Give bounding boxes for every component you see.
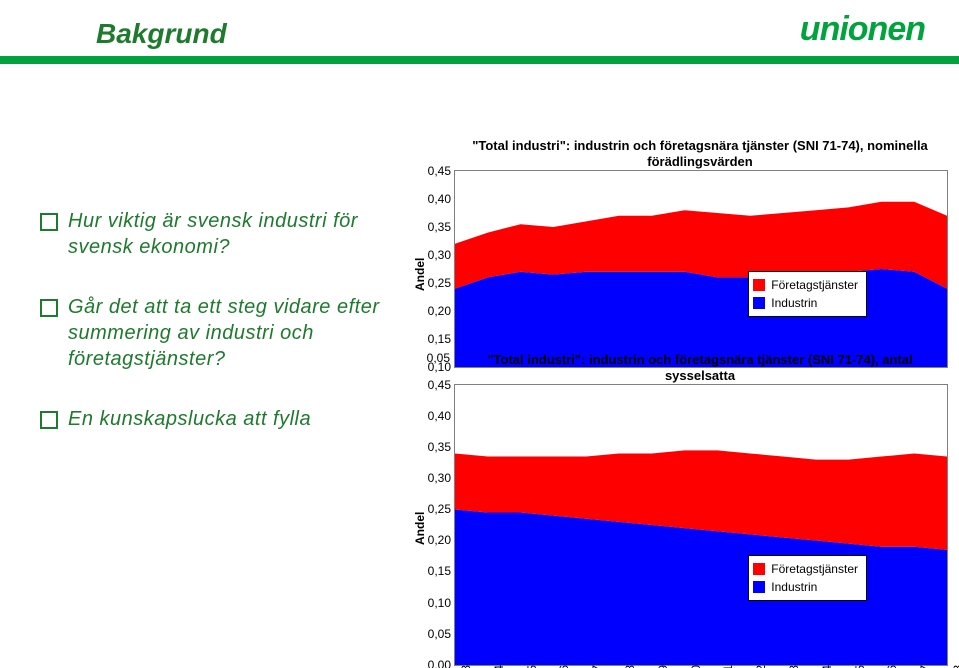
ytick-label: 0,05 <box>428 627 455 641</box>
ytick-label: 0,45 <box>428 378 455 392</box>
brand-logo: unionen <box>800 10 925 49</box>
legend-swatch-industrin <box>753 581 765 593</box>
bullet-1: Går det att ta ett steg vidare efter sum… <box>40 294 380 372</box>
legend-row-industrin: Industrin <box>753 578 858 596</box>
header-accent-bar <box>0 56 959 64</box>
legend-label: Industrin <box>771 578 817 596</box>
bullet-marker-icon <box>40 213 58 231</box>
upper-ylabel: Andel <box>413 258 427 291</box>
ytick-label: 0,40 <box>428 409 455 423</box>
bullet-text: En kunskapslucka att fylla <box>68 406 311 432</box>
ytick-label: 0,35 <box>428 220 455 234</box>
legend-swatch-foretagstjanster <box>753 563 765 575</box>
upper-chart: "Total industri": industrin och företags… <box>392 138 959 368</box>
ytick-label: 0,30 <box>428 471 455 485</box>
ytick-label: 0,45 <box>428 164 455 178</box>
legend-label: Industrin <box>771 294 817 312</box>
ytick-label: 0,15 <box>428 332 455 346</box>
upper-chart-title: "Total industri": industrin och företags… <box>454 138 946 170</box>
ytick-label: 0,40 <box>428 192 455 206</box>
ytick-label: 0,10 <box>428 596 455 610</box>
left-column: Hur viktig är svensk industri för svensk… <box>0 68 392 668</box>
right-column: "Total industri": industrin och företags… <box>392 68 959 668</box>
lower-ylabel: Andel <box>413 512 427 545</box>
lower-legend: Företagstjänster Industrin <box>748 555 867 601</box>
legend-row-industrin: Industrin <box>753 294 858 312</box>
ytick-label: 0,20 <box>428 304 455 318</box>
lower-chart-title: "Total industri": industrin och företags… <box>454 352 946 384</box>
ytick-label: 0,25 <box>428 276 455 290</box>
legend-swatch-foretagstjanster <box>753 279 765 291</box>
bullet-text: Hur viktig är svensk industri för svensk… <box>68 208 380 260</box>
legend-label: Företagstjänster <box>771 276 858 294</box>
bullet-2: En kunskapslucka att fylla <box>40 406 380 432</box>
ytick-label: 0,30 <box>428 248 455 262</box>
legend-swatch-industrin <box>753 297 765 309</box>
page-title: Bakgrund <box>96 18 227 50</box>
ytick-label: 0,25 <box>428 502 455 516</box>
ytick-label: 0,15 <box>428 564 455 578</box>
ytick-label: 0,00 <box>428 658 455 668</box>
page-header: Bakgrund unionen <box>0 0 959 68</box>
ytick-label: 0,35 <box>428 440 455 454</box>
lower-chart: "Total industri": industrin och företags… <box>392 352 959 666</box>
page-body: Hur viktig är svensk industri för svensk… <box>0 68 959 668</box>
bullet-marker-icon <box>40 299 58 317</box>
legend-row-foretagstjanster: Företagstjänster <box>753 560 858 578</box>
ytick-label: 0,20 <box>428 533 455 547</box>
legend-row-foretagstjanster: Företagstjänster <box>753 276 858 294</box>
bullet-0: Hur viktig är svensk industri för svensk… <box>40 208 380 260</box>
upper-plot-area: Andel Företagstjänster Industrin 0,450,4… <box>454 170 948 368</box>
upper-legend: Företagstjänster Industrin <box>748 271 867 317</box>
lower-plot-area: Andel Företagstjänster Industrin 0,450,4… <box>454 384 948 666</box>
bullet-text: Går det att ta ett steg vidare efter sum… <box>68 294 380 372</box>
bullet-marker-icon <box>40 411 58 429</box>
legend-label: Företagstjänster <box>771 560 858 578</box>
